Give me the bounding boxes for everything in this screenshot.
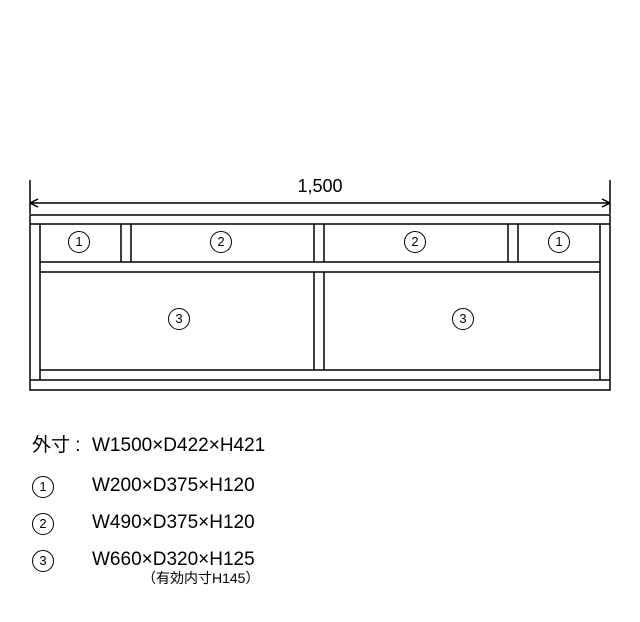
compartment-label-3-left: 3 (168, 308, 190, 330)
spec-row-1-dims: W200×D375×H120 (92, 475, 255, 497)
spec-row-3-icon: 3 (32, 550, 54, 572)
spec-row-2-icon: 2 (32, 513, 54, 535)
spec-row-3-note: （有効内寸H145） (142, 568, 592, 588)
spec-row-2-dims: W490×D375×H120 (92, 512, 255, 534)
compartment-label-1-right: 1 (548, 231, 570, 253)
compartment-label-3-right: 3 (452, 308, 474, 330)
spec-outer: 外寸 : W1500×D422×H421 (32, 430, 592, 457)
compartment-label-2-right: 2 (404, 231, 426, 253)
spec-outer-label: 外寸 : (32, 430, 92, 457)
specs-block: 外寸 : W1500×D422×H421 1 W200×D375×H120 2 … (32, 430, 592, 588)
spec-row-1-icon: 1 (32, 476, 54, 498)
compartment-label-2-left: 2 (210, 231, 232, 253)
compartment-label-1-left: 1 (68, 231, 90, 253)
spec-row-2: 2 W490×D375×H120 (32, 512, 592, 535)
spec-row-1: 1 W200×D375×H120 (32, 475, 592, 498)
spec-outer-dims: W1500×D422×H421 (92, 435, 265, 457)
